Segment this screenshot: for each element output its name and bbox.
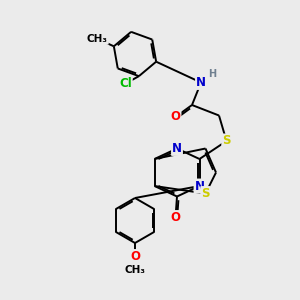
Text: O: O <box>130 250 140 263</box>
Text: O: O <box>170 211 181 224</box>
Text: N: N <box>172 142 182 155</box>
Text: S: S <box>201 187 210 200</box>
Text: CH₃: CH₃ <box>87 34 108 44</box>
Text: H: H <box>208 69 217 79</box>
Text: Cl: Cl <box>119 77 132 90</box>
Text: S: S <box>222 134 231 148</box>
Text: O: O <box>170 110 181 124</box>
Text: N: N <box>194 179 205 193</box>
Text: N: N <box>196 76 206 89</box>
Text: CH₃: CH₃ <box>124 265 146 275</box>
